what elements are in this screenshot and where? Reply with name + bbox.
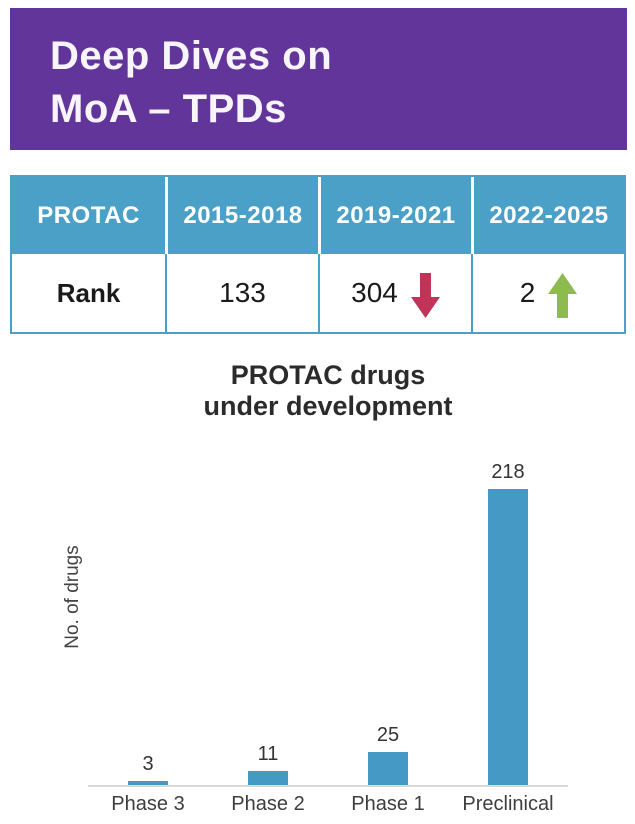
- bar-phase-1: [368, 752, 408, 786]
- protac-rank-table: PROTAC 2015-2018 2019-2021 2022-2025 Ran…: [10, 175, 626, 334]
- page-title-line-2: MoA – TPDs: [50, 87, 287, 132]
- table-row-label: Rank: [12, 254, 165, 332]
- bar-slot-preclinical: 218: [448, 461, 568, 786]
- x-tick-label-phase-1: Phase 1: [351, 793, 425, 815]
- bar-value-label-preclinical: 218: [491, 461, 525, 483]
- x-tick-label-phase-2: Phase 2: [231, 793, 305, 815]
- x-tick-label-phase-3: Phase 3: [111, 793, 185, 815]
- chart-title: PROTAC drugs under development: [88, 360, 568, 422]
- bar-slot-phase-2: 11: [208, 743, 328, 786]
- trend-down-arrow-icon: [410, 271, 440, 318]
- table-cell-2022-2025: 2: [471, 254, 624, 332]
- table-header-2019-2021: 2019-2021: [318, 177, 471, 254]
- bar-value-label-phase-3: 3: [142, 753, 154, 775]
- rank-value: 133: [219, 277, 266, 308]
- rank-value: 2: [519, 277, 536, 308]
- page-title: Deep Dives on MoA – TPDs: [50, 30, 332, 136]
- table-header-2022-2025: 2022-2025: [471, 177, 624, 254]
- bar-slot-phase-1: 25: [328, 724, 448, 786]
- y-axis-label: No. of drugs: [62, 545, 83, 649]
- bar-slot-phase-3: 3: [88, 753, 208, 786]
- chart-title-line-1: PROTAC drugs: [230, 360, 426, 390]
- trend-up-arrow-icon: [548, 271, 578, 318]
- page-title-banner: Deep Dives on MoA – TPDs: [10, 8, 627, 150]
- bar-preclinical: [488, 489, 528, 786]
- bar-value-label-phase-1: 25: [376, 724, 400, 746]
- rank-value: 304: [351, 277, 398, 308]
- bar-phase-2: [248, 771, 288, 786]
- bar-value-label-phase-2: 11: [257, 743, 279, 765]
- table-cell-2015-2018: 133: [165, 254, 318, 332]
- bar-phase-3: [128, 781, 168, 786]
- table-header-2015-2018: 2015-2018: [165, 177, 318, 254]
- x-axis-line: [88, 785, 568, 787]
- table-cell-2019-2021: 304: [318, 254, 471, 332]
- table-header-protac: PROTAC: [12, 177, 165, 254]
- x-tick-label-preclinical: Preclinical: [462, 793, 554, 815]
- bar-chart-plot-area: 3 11 25 218: [88, 461, 568, 786]
- page-title-line-1: Deep Dives on: [50, 34, 333, 78]
- chart-title-line-2: under development: [203, 391, 453, 422]
- x-axis-tick-labels: Phase 3 Phase 2 Phase 1 Preclinical: [88, 793, 568, 816]
